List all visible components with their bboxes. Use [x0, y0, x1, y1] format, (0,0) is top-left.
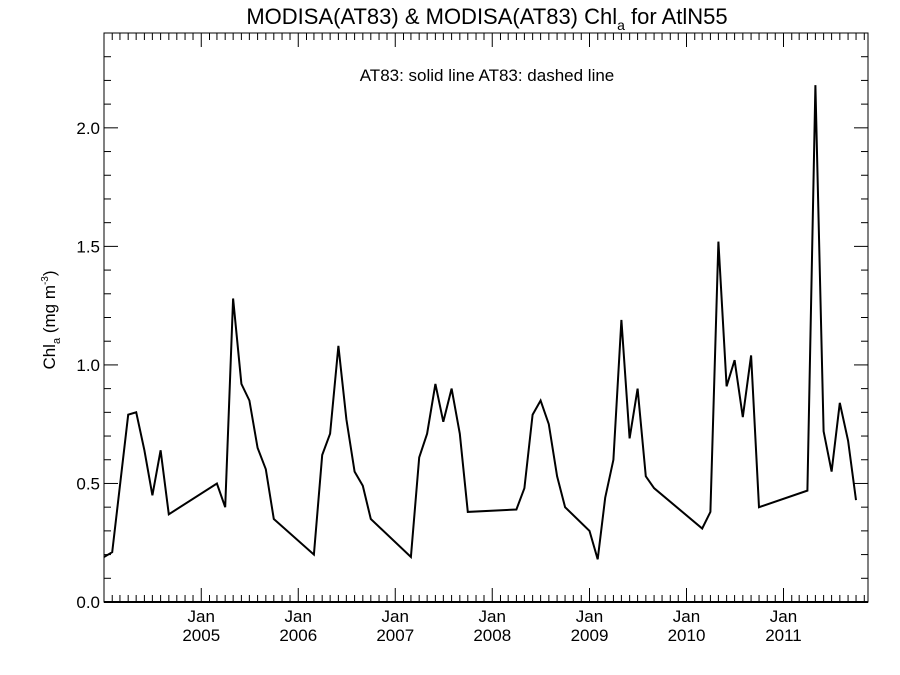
y-axis: 0.0 0.5 1.0 1.5 2.0 — [76, 32, 868, 612]
x-tick-label-year: 2009 — [571, 626, 609, 645]
x-tick-label-year: 2008 — [473, 626, 511, 645]
y-tick-label: 1.0 — [76, 356, 100, 375]
legend-text: AT83: solid line AT83: dashed line — [360, 66, 615, 85]
x-tick-label-month: Jan — [188, 607, 215, 626]
x-tick-label-month: Jan — [479, 607, 506, 626]
series-layer — [103, 85, 868, 603]
y-tick-label: 0.5 — [76, 474, 100, 493]
y-tick-label: 0.0 — [76, 593, 100, 612]
x-tick-label-year: 2010 — [668, 626, 706, 645]
chart-title: MODISA(AT83) & MODISA(AT83) Chla for Atl… — [246, 4, 727, 33]
y-tick-label: 2.0 — [76, 119, 100, 138]
x-tick-label-month: Jan — [285, 607, 312, 626]
plot-frame — [103, 32, 869, 603]
y-tick-label: 1.5 — [76, 237, 100, 256]
y-axis-label: Chla (mg m-3) — [40, 270, 63, 369]
x-tick-label-month: Jan — [770, 607, 797, 626]
x-tick-label-month: Jan — [673, 607, 700, 626]
x-axis: Jan2005Jan2006Jan2007Jan2008Jan2009Jan20… — [103, 33, 865, 645]
x-tick-label-month: Jan — [382, 607, 409, 626]
x-tick-label-year: 2006 — [279, 626, 317, 645]
x-tick-label-month: Jan — [576, 607, 603, 626]
series-line — [103, 85, 857, 560]
x-tick-label-year: 2005 — [182, 626, 220, 645]
x-tick-label-year: 2007 — [376, 626, 414, 645]
x-tick-label-year: 2011 — [765, 626, 802, 645]
